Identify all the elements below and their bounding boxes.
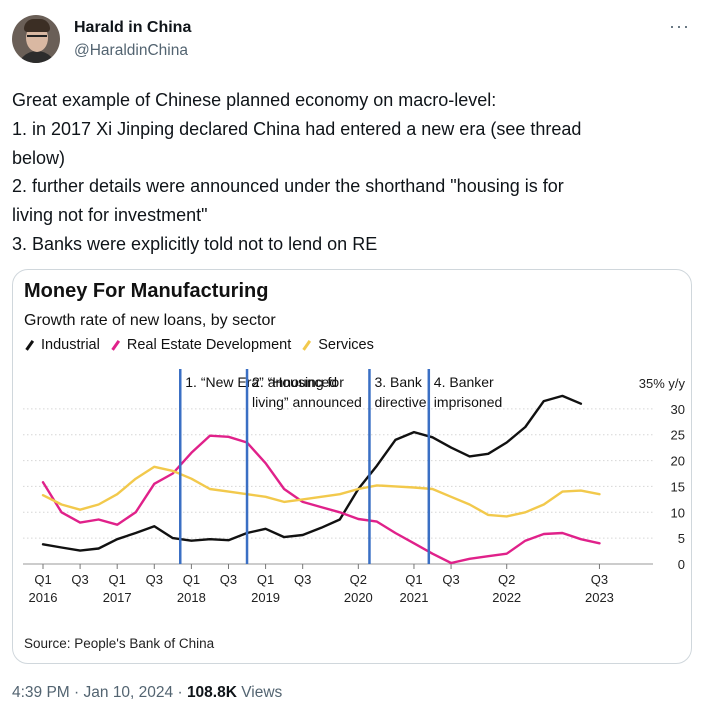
series-line-industrial [41, 394, 583, 552]
tweet-date[interactable]: Jan 10, 2024 [83, 684, 174, 701]
x-tick-label: Q1 [109, 572, 126, 587]
x-tick-label: Q1 [183, 572, 200, 587]
event-label: 1. “New Era” announced [185, 374, 337, 390]
y-tick-label: 15 [671, 479, 685, 494]
chart-title: Money For Manufacturing [24, 280, 269, 302]
series-line-real-estate [41, 434, 601, 565]
x-tick-year-label: 2021 [400, 590, 429, 605]
x-tick-label: Q1 [405, 572, 422, 587]
avatar-hair [24, 19, 50, 32]
views-count: 108.8K [186, 684, 237, 701]
x-tick-year-label: 2016 [29, 590, 58, 605]
x-tick-year-label: 2017 [103, 590, 132, 605]
x-tick-year-label: 2023 [585, 590, 614, 605]
y-tick-label: 30 [671, 402, 685, 417]
author-handle[interactable]: @HaraldinChina [74, 42, 188, 59]
x-tick-label: Q1 [257, 572, 274, 587]
y-axis-unit-label: 35% y/y [639, 376, 686, 391]
x-tick-year-label: 2020 [344, 590, 373, 605]
x-tick-label: Q1 [34, 572, 51, 587]
legend-item-services: Services [301, 337, 374, 353]
event-label: 4. Banker [434, 374, 494, 390]
y-tick-label: 0 [678, 557, 685, 572]
y-tick-label: 25 [671, 428, 685, 443]
legend-item-real-estate: Real Estate Development [110, 337, 291, 353]
x-tick-year-label: 2018 [177, 590, 206, 605]
tweet-text: Great example of Chinese planned economy… [12, 86, 692, 259]
chart-subtitle: Growth rate of new loans, by sector [24, 312, 276, 329]
x-tick-label: Q2 [498, 572, 515, 587]
avatar-glasses [27, 35, 47, 42]
x-tick-year-label: 2019 [251, 590, 280, 605]
y-tick-label: 5 [678, 531, 685, 546]
x-tick-label: Q3 [71, 572, 88, 587]
meta-separator: · [177, 684, 187, 701]
tweet-time[interactable]: 4:39 PM [12, 684, 70, 701]
tweet-meta: 4:39 PM · Jan 10, 2024 · 108.8K Views [12, 684, 282, 702]
legend-label: Services [318, 337, 374, 353]
meta-separator: · [74, 684, 84, 701]
legend-label: Real Estate Development [126, 337, 292, 353]
views-label: Views [241, 684, 283, 701]
tweet-text-line: 3. Banks were explicitly told not to len… [12, 233, 378, 254]
event-label: living” announced [252, 394, 362, 410]
y-tick-label: 20 [671, 454, 685, 469]
x-tick-label: Q3 [591, 572, 608, 587]
event-label: directive [374, 394, 426, 410]
event-label: 2. “Housing for [252, 374, 344, 390]
chart-source: Source: People's Bank of China [24, 636, 215, 651]
y-tick-label: 10 [671, 505, 685, 520]
tweet-text-line: Great example of Chinese planned economy… [12, 90, 497, 110]
legend-swatch-services [302, 339, 311, 351]
more-options-icon[interactable]: ··· [669, 16, 690, 36]
avatar-body [17, 51, 57, 63]
chart-image-card[interactable]: Money For Manufacturing Growth rate of n… [12, 269, 692, 664]
legend-swatch-real-estate [111, 339, 120, 351]
x-tick-year-label: 2022 [492, 590, 521, 605]
tweet-text-line: living not for investment" [12, 205, 208, 226]
x-tick-label: Q3 [220, 572, 237, 587]
avatar[interactable] [12, 15, 60, 63]
tweet-text-line: below) [12, 147, 66, 168]
legend-swatch-industrial [25, 339, 34, 351]
chart-legend: Industrial Real Estate Development Servi… [24, 337, 384, 353]
loan-growth-chart: 0 5 10 15 20 25 30 35% y/y Q1 2016 Q3 Q1 2017 Q3 Q1 201… [23, 369, 686, 605]
tweet-text-line: 2. further details were announced under … [12, 176, 564, 197]
event-label: 3. Bank [374, 374, 422, 390]
x-tick-label: Q3 [442, 572, 459, 587]
event-label: imprisoned [434, 394, 502, 410]
author-name[interactable]: Harald in China [74, 19, 192, 36]
series-line-services [41, 465, 601, 518]
x-tick-label: Q3 [294, 572, 311, 587]
x-tick-label: Q2 [350, 572, 367, 587]
tweet-text-line: 1. in 2017 Xi Jinping declared China had… [12, 118, 582, 139]
legend-item-industrial: Industrial [24, 337, 100, 353]
x-tick-label: Q3 [146, 572, 163, 587]
legend-label: Industrial [41, 337, 100, 353]
